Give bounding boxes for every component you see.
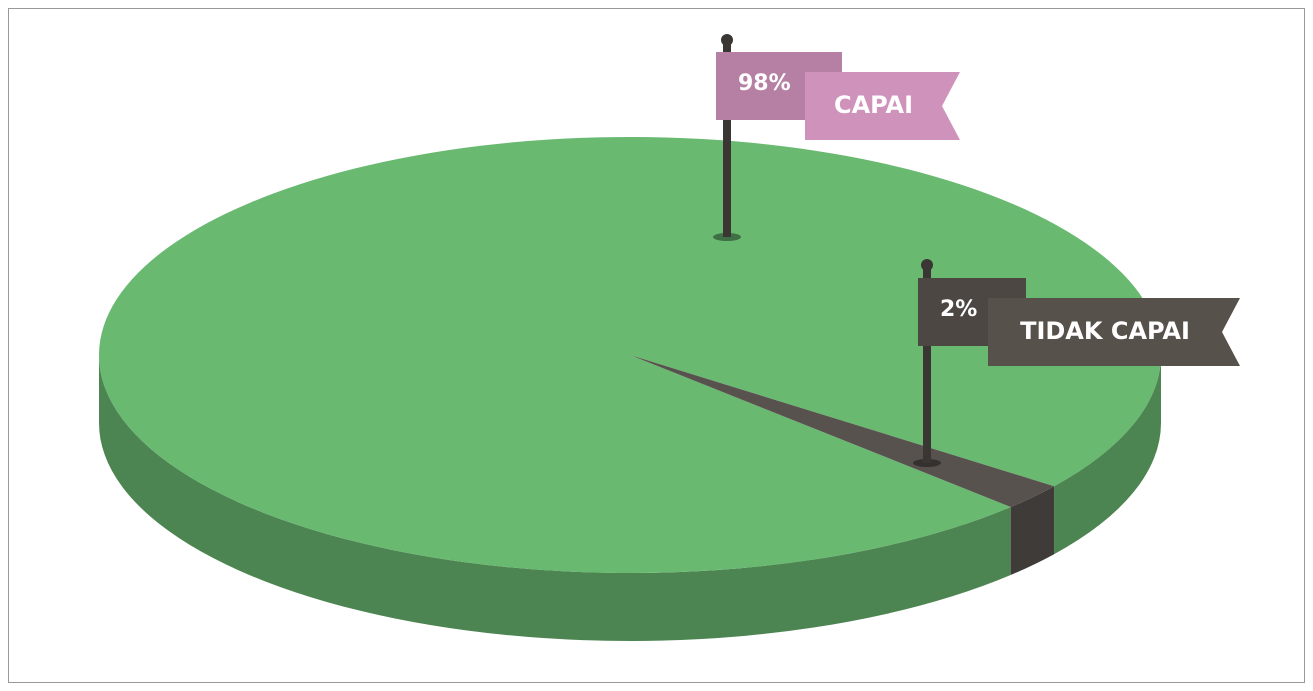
flag-knob: [921, 259, 933, 271]
flag-pole: [723, 40, 731, 237]
slice: [630, 355, 1055, 507]
flag-percent: 98%: [738, 71, 791, 96]
slice-side: [99, 355, 1011, 641]
flag-percent: 2%: [940, 297, 977, 322]
flag-name: CAPAI: [834, 91, 913, 119]
slice: [99, 136, 1162, 573]
flag-knob: [721, 34, 733, 46]
flag-name-box: [805, 72, 960, 140]
flag-pole: [923, 265, 931, 463]
slice-side: [1010, 486, 1055, 575]
flag-name-box: [988, 298, 1240, 366]
slice-side: [1054, 355, 1161, 555]
flag-name: TIDAK CAPAI: [1020, 317, 1190, 345]
